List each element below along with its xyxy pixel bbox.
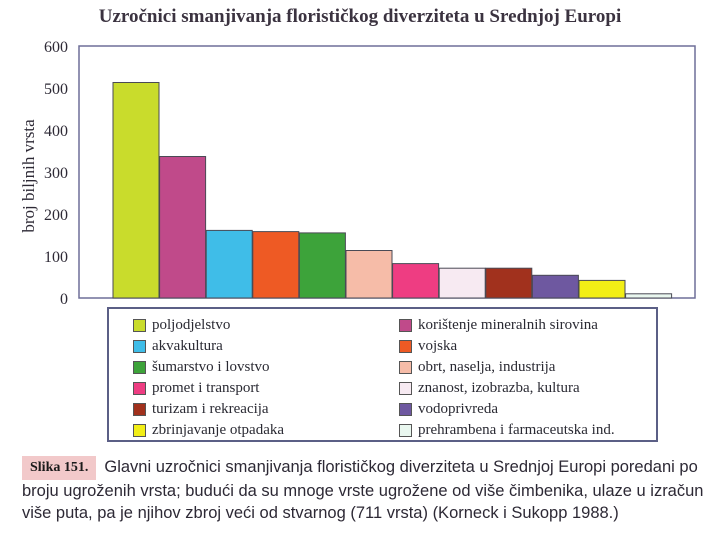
legend-item: vodoprivreda (399, 399, 498, 419)
legend-swatch (133, 360, 146, 374)
caption-line-1: Slika 151. Glavni uzročnici smanjivanja f… (22, 456, 712, 480)
legend-swatch (399, 381, 412, 395)
legend-swatch (133, 423, 146, 437)
legend-label: vojska (418, 337, 458, 354)
bar-12 (625, 293, 673, 299)
legend-swatch (399, 318, 412, 332)
figure-caption: Slika 151. Glavni uzročnici smanjivanja f… (22, 456, 712, 524)
y-tick-label: 200 (44, 207, 68, 224)
legend-item: šumarstvo i lovstvo (133, 357, 270, 377)
y-axis-label: broj biljnih vrsta (19, 119, 38, 233)
legend-item: promet i transport (133, 378, 259, 398)
caption-text-1: Glavni uzročnici smanjivanja florističko… (104, 458, 698, 476)
legend-item: prehrambena i farmaceutska ind. (399, 420, 615, 440)
y-tick-label: 600 (44, 39, 68, 56)
legend-swatch (399, 360, 412, 374)
y-tick-label: 300 (44, 165, 68, 182)
legend-label: turizam i rekreacija (152, 400, 269, 417)
legend-item: akvakultura (133, 336, 223, 356)
figure-number: Slika 151. (22, 456, 97, 480)
caption-line-3: više puta, pa je njihov zbroj veći od st… (22, 504, 619, 522)
legend-label: akvakultura (152, 337, 223, 354)
caption-line-2: broju ugroženih vrsta; budući da su mnog… (22, 482, 704, 500)
bar-4 (252, 231, 300, 299)
legend-item: korištenje mineralnih sirovina (399, 315, 598, 335)
legend-item: turizam i rekreacija (133, 399, 269, 419)
legend-label: korištenje mineralnih sirovina (418, 316, 598, 333)
legend-label: promet i transport (152, 379, 260, 396)
legend-swatch (133, 339, 146, 353)
legend-label: znanost, izobrazba, kultura (418, 379, 580, 396)
bar-7 (392, 263, 440, 299)
bar-chart: 0 100 200 300 400 500 600 broj biljnih vrsta (19, 39, 696, 308)
legend-label: vodoprivreda (418, 400, 498, 417)
bar-5 (298, 232, 346, 299)
legend-item: znanost, izobrazba, kultura (399, 378, 580, 398)
bar-11 (578, 279, 626, 299)
bar-9 (485, 267, 533, 299)
bar-3 (205, 229, 253, 299)
y-tick-label: 100 (44, 249, 68, 266)
legend-swatch (133, 318, 146, 332)
bar-1 (112, 82, 160, 299)
legend-swatch (399, 339, 412, 353)
y-tick-label: 400 (44, 123, 68, 140)
legend-label: poljodjelstvo (152, 316, 231, 333)
legend-item: vojska (399, 336, 457, 356)
bar-8 (438, 267, 486, 299)
bar-2 (159, 156, 207, 299)
bar-6 (345, 250, 393, 299)
legend-label: prehrambena i farmaceutska ind. (418, 421, 615, 438)
y-tick-label: 0 (60, 291, 68, 308)
legend-swatch (399, 402, 412, 416)
legend-swatch (399, 423, 412, 437)
legend-item: zbrinjavanje otpadaka (133, 420, 284, 440)
legend-swatch (133, 402, 146, 416)
chart-legend: poljodjelstvo korištenje mineralnih sirov… (107, 307, 658, 442)
legend-item: poljodjelstvo (133, 315, 230, 335)
y-tick-label: 500 (44, 81, 68, 98)
legend-label: šumarstvo i lovstvo (152, 358, 270, 375)
legend-label: obrt, naselja, industrija (418, 358, 556, 375)
legend-item: obrt, naselja, industrija (399, 357, 555, 377)
legend-label: zbrinjavanje otpadaka (152, 421, 285, 438)
legend-swatch (133, 381, 146, 395)
bar-10 (531, 274, 579, 299)
chart-title: Uzročnici smanjivanja florističkog diver… (98, 6, 622, 27)
